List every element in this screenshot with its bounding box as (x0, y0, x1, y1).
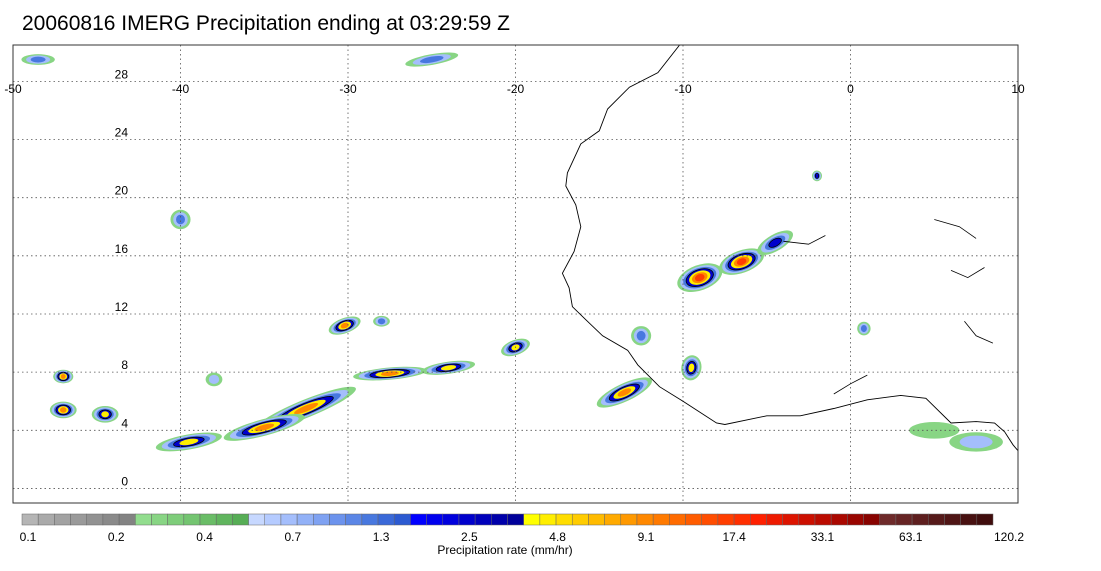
latitude-label: 4 (121, 416, 128, 430)
colorbar-tick-label: 2.5 (461, 530, 478, 544)
precipitation-contour (377, 318, 386, 325)
latitude-label: 8 (121, 358, 128, 372)
precipitation-contour (909, 422, 960, 439)
precipitation-contour (340, 322, 349, 329)
precipitation-cell (170, 209, 191, 230)
precipitation-contour (636, 330, 646, 341)
precipitation-cell (909, 422, 960, 439)
map-frame (12, 44, 1019, 504)
precipitation-contour (60, 407, 67, 413)
precipitation-cell (949, 432, 1003, 452)
inland-water-outline (934, 219, 977, 239)
precipitation-contour (814, 172, 820, 179)
precipitation-contour (768, 237, 782, 248)
precipitation-contour (959, 435, 993, 449)
precipitation-cell (155, 432, 222, 452)
precipitation-cell (53, 369, 74, 384)
longitude-label: -20 (507, 82, 525, 96)
colorbar-tick-label: 1.3 (373, 530, 390, 544)
precipitation-cell (677, 263, 723, 292)
latitude-label: 24 (115, 126, 129, 140)
precipitation-cell (21, 54, 55, 65)
inland-water-outline (783, 235, 826, 245)
latitude-label: 0 (121, 474, 128, 488)
colorbar-tick-labels: 0.1 0.2 0.4 0.7 1.3 2.5 4.8 9.1 17.4 33.1 63.1 120.… (20, 530, 1025, 544)
precipitation-contour (30, 56, 46, 63)
map-title: 20060816 IMERG Precipitation ending at 0… (22, 12, 510, 35)
precipitation-cell (811, 170, 823, 182)
colorbar-tick-label: 0.7 (284, 530, 301, 544)
inland-water-outline (964, 321, 994, 344)
latitude-label: 12 (115, 300, 129, 314)
colorbar-tick-label: 0.4 (196, 530, 213, 544)
coastline (561, 45, 1018, 451)
longitude-label: 0 (847, 82, 854, 96)
precipitation-contour (60, 374, 66, 379)
precipitation-contour (440, 365, 457, 371)
longitude-label: -10 (674, 82, 692, 96)
colorbar-tick-label: 63.1 (899, 530, 923, 544)
precipitation-cell (405, 52, 459, 67)
precipitation-contour (208, 374, 220, 384)
precipitation-contour (688, 363, 695, 373)
precipitation-cell (373, 315, 390, 327)
map-background (13, 45, 1018, 503)
africa-coastline (561, 45, 1018, 451)
longitude-label: -30 (339, 82, 357, 96)
inland-water-outline (833, 374, 868, 395)
precipitation-contour (380, 371, 399, 376)
colorbar-tick-label: 33.1 (811, 530, 835, 544)
colorbar-tick-label: 120.2 (994, 530, 1024, 544)
graticule (13, 45, 1018, 503)
colorbar-tick-label: 4.8 (549, 530, 566, 544)
colorbar-tick-label: 0.1 (20, 530, 37, 544)
colorbar-tick-label: 17.4 (723, 530, 747, 544)
colorbar-axis-label: Precipitation rate (mm/hr) (437, 543, 572, 557)
precipitation-contour (254, 423, 275, 432)
precipitation-contour (101, 411, 109, 418)
precipitation-cell (631, 326, 652, 346)
precipitation-cell (681, 355, 702, 381)
precipitation-cell (596, 377, 652, 408)
colorbar-tick-label: 0.2 (108, 530, 125, 544)
longitude-label: -40 (172, 82, 190, 96)
latitude-label: 28 (115, 67, 129, 81)
precipitation-cell (205, 372, 223, 387)
precipitation-cell (719, 248, 764, 275)
precipitation-cell (49, 401, 77, 419)
precipitation-contour (860, 324, 867, 333)
precipitation-contour (736, 258, 747, 266)
precipitation-cell (328, 316, 361, 335)
precipitation-contour (294, 402, 319, 415)
precipitation-cell (857, 321, 871, 336)
latitude-label: 16 (115, 242, 129, 256)
precipitation-contour (420, 55, 444, 64)
precipitation-cell (757, 230, 794, 256)
precipitation-contour (176, 214, 185, 225)
precipitation-cell (91, 406, 119, 423)
precipitation-contour (617, 388, 632, 397)
precipitation-cell (421, 360, 476, 375)
precipitation-contour (694, 273, 705, 282)
precipitation-cell (353, 366, 427, 381)
precipitation-layer (21, 52, 1003, 452)
colorbar-tick-label: 9.1 (638, 530, 655, 544)
precipitation-contour (179, 438, 199, 446)
inland-water-outline (950, 267, 985, 279)
latitude-label: 20 (115, 184, 129, 198)
